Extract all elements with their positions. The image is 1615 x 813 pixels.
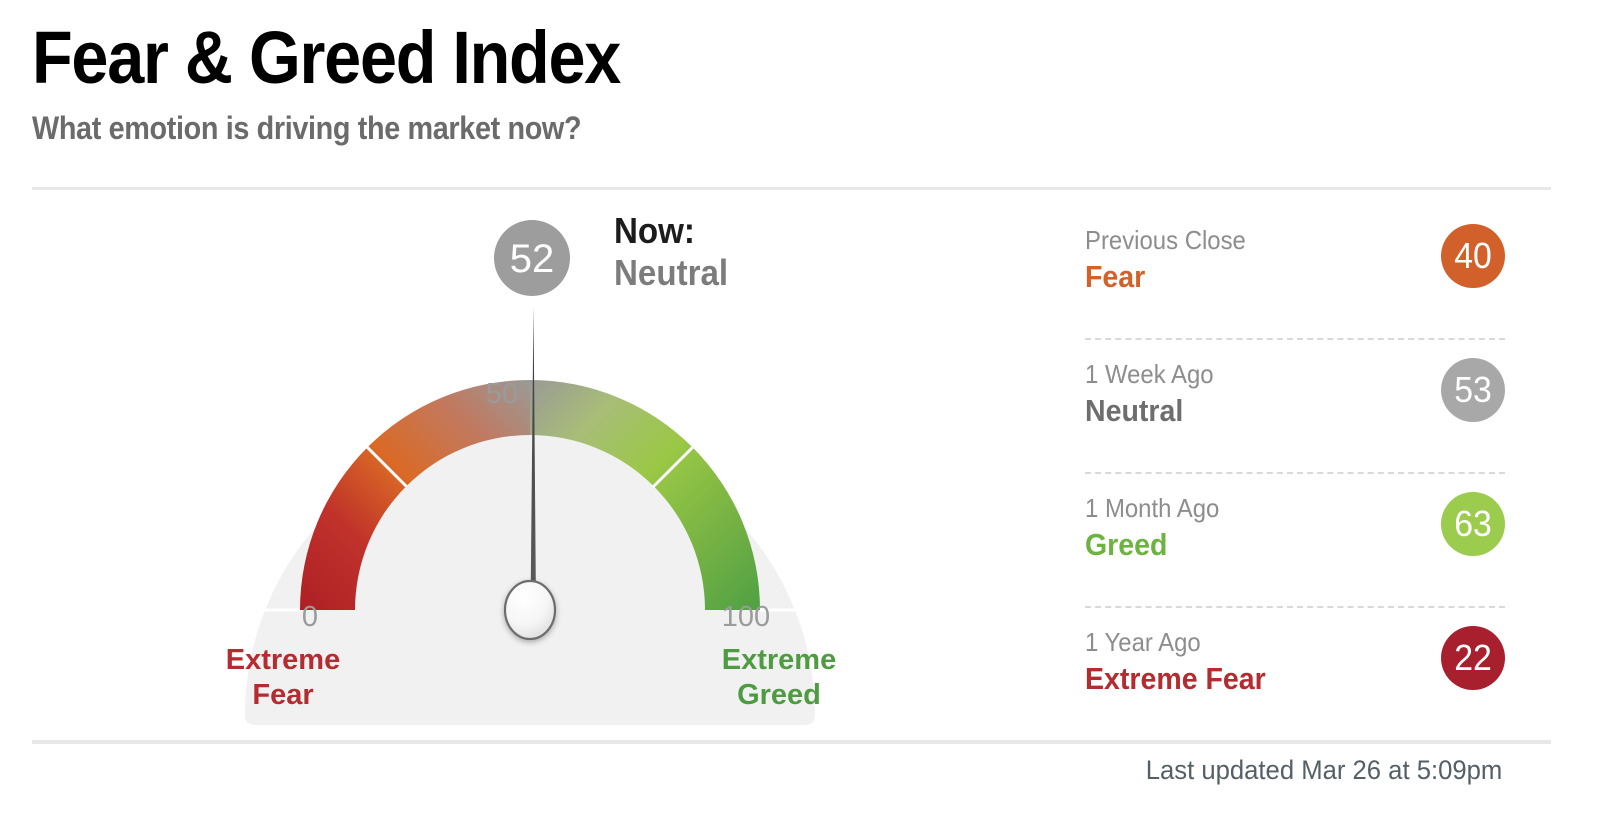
- gauge-end-label-left: Extreme Fear: [226, 644, 340, 711]
- tick-25: [327, 407, 409, 489]
- gauge-end-label-right: Extreme Greed: [722, 644, 836, 711]
- history-row-text: 1 Month Ago Greed: [1085, 492, 1219, 564]
- header: Fear & Greed Index What emotion is drivi…: [32, 18, 1552, 148]
- history-row-divider: [1085, 606, 1505, 608]
- history-row-divider: [1085, 338, 1505, 340]
- gauge-end-left-line2: Fear: [252, 679, 313, 711]
- history-row-text: Previous Close Fear: [1085, 224, 1246, 296]
- gauge-chart: 0 50 100 Extreme Fear Extreme Greed: [150, 196, 940, 726]
- history-period: Previous Close: [1085, 225, 1246, 255]
- history-rating: Neutral: [1085, 393, 1184, 428]
- history-row-text: 1 Year Ago Extreme Fear: [1085, 626, 1266, 698]
- header-divider: [32, 187, 1551, 190]
- page-subtitle: What emotion is driving the market now?: [32, 110, 582, 146]
- footer-divider: [32, 740, 1551, 744]
- gauge-tick-separators: [245, 325, 815, 612]
- history-period: 1 Week Ago: [1085, 359, 1214, 389]
- history-rating: Greed: [1085, 527, 1168, 562]
- page-title: Fear & Greed Index: [32, 16, 621, 99]
- history-row-1-month-ago[interactable]: 1 Month Ago Greed 63: [1085, 474, 1505, 608]
- history-value-badge: 40: [1441, 224, 1505, 288]
- history-rating: Extreme Fear: [1085, 661, 1266, 696]
- history-row-1-year-ago[interactable]: 1 Year Ago Extreme Fear 22: [1085, 608, 1505, 742]
- history-rating: Fear: [1085, 259, 1146, 294]
- gauge-current-badge: 52: [494, 220, 570, 296]
- gauge-svg: 0 50 100 Extreme Fear Extreme Greed: [226, 220, 836, 725]
- history-period: 1 Month Ago: [1085, 493, 1220, 523]
- gauge-hub: [503, 579, 557, 641]
- history-value-badge: 63: [1441, 492, 1505, 556]
- gauge-now-callout: Now: Neutral: [614, 210, 728, 294]
- history-value-badge: 53: [1441, 358, 1505, 422]
- history-period: 1 Year Ago: [1085, 627, 1201, 657]
- history-row-1-week-ago[interactable]: 1 Week Ago Neutral 53: [1085, 340, 1505, 474]
- history-row-text: 1 Week Ago Neutral: [1085, 358, 1214, 430]
- gauge-now-label: Now:: [614, 210, 695, 251]
- history-value: 22: [1454, 637, 1492, 678]
- gauge-end-right-line1: Extreme: [722, 644, 836, 676]
- tick-75: [651, 407, 733, 489]
- gauge-tick-mid: 50: [486, 378, 518, 410]
- gauge-current-value: 52: [510, 237, 555, 281]
- gauge-now-value: Neutral: [614, 252, 729, 293]
- history-row-divider: [1085, 472, 1505, 474]
- gauge-end-left-line1: Extreme: [226, 644, 340, 676]
- gauge-needle: [530, 306, 536, 610]
- gauge-tick-max: 100: [722, 601, 770, 633]
- history-value: 63: [1454, 503, 1492, 544]
- history-value-badge: 22: [1441, 626, 1505, 690]
- history-value: 53: [1454, 369, 1492, 410]
- history-list: Previous Close Fear 40 1 Week Ago Neutra…: [1085, 206, 1505, 742]
- gauge-tick-min: 0: [302, 601, 318, 633]
- last-updated-text: Last updated Mar 26 at 5:09pm: [1145, 755, 1502, 785]
- gauge-color-band: [300, 380, 760, 610]
- history-row-previous-close[interactable]: Previous Close Fear 40: [1085, 206, 1505, 340]
- history-value: 40: [1454, 235, 1492, 276]
- gauge-end-right-line2: Greed: [737, 679, 821, 711]
